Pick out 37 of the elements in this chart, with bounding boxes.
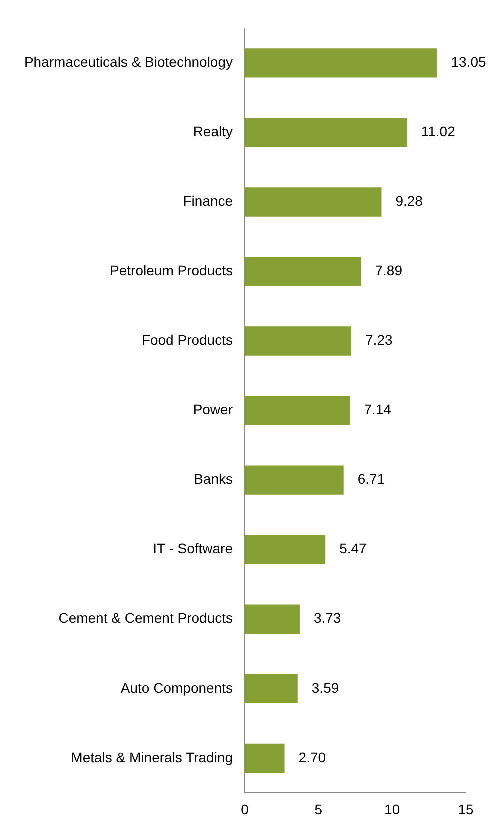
bar [245, 396, 350, 426]
x-tick-label: 15 [458, 801, 474, 818]
x-tick-label: 0 [241, 801, 250, 818]
data-label: 6.71 [358, 471, 386, 488]
y-tick-label: Auto Components [120, 680, 233, 696]
y-tick-label: Banks [194, 471, 233, 488]
y-tick-label: IT - Software [153, 540, 234, 557]
bar [245, 535, 326, 564]
x-tick-label: 10 [384, 801, 400, 818]
bar [245, 48, 438, 78]
data-label: 7.14 [364, 402, 392, 418]
y-tick-label: Pharmaceuticals & Biotechnology [24, 54, 233, 70]
y-tick-label: Realty [193, 124, 233, 140]
data-label: 2.70 [298, 749, 326, 766]
y-tick-label: Finance [183, 193, 234, 210]
y-tick-label: Cement & Cement Products [58, 610, 233, 626]
bar [245, 466, 344, 495]
bar [245, 326, 352, 356]
data-label: 5.47 [340, 540, 368, 557]
bar [245, 257, 362, 286]
data-label: 7.23 [366, 332, 393, 348]
x-tick-label: 5 [314, 801, 323, 818]
data-label: 3.73 [314, 610, 342, 626]
data-label: 9.28 [396, 193, 424, 210]
y-tick-label: Power [193, 402, 234, 418]
bar [245, 188, 382, 217]
y-tick-label: Metals & Minerals Trading [71, 749, 233, 766]
y-tick-label: Food Products [142, 332, 233, 348]
bar [245, 674, 298, 704]
bar [245, 118, 408, 148]
data-label: 11.02 [421, 124, 456, 140]
bar [245, 604, 300, 634]
y-tick-label: Petroleum Products [110, 262, 233, 279]
data-label: 13.05 [451, 54, 487, 70]
bar [245, 744, 285, 774]
data-label: 7.89 [375, 262, 403, 279]
data-label: 3.59 [312, 680, 340, 696]
